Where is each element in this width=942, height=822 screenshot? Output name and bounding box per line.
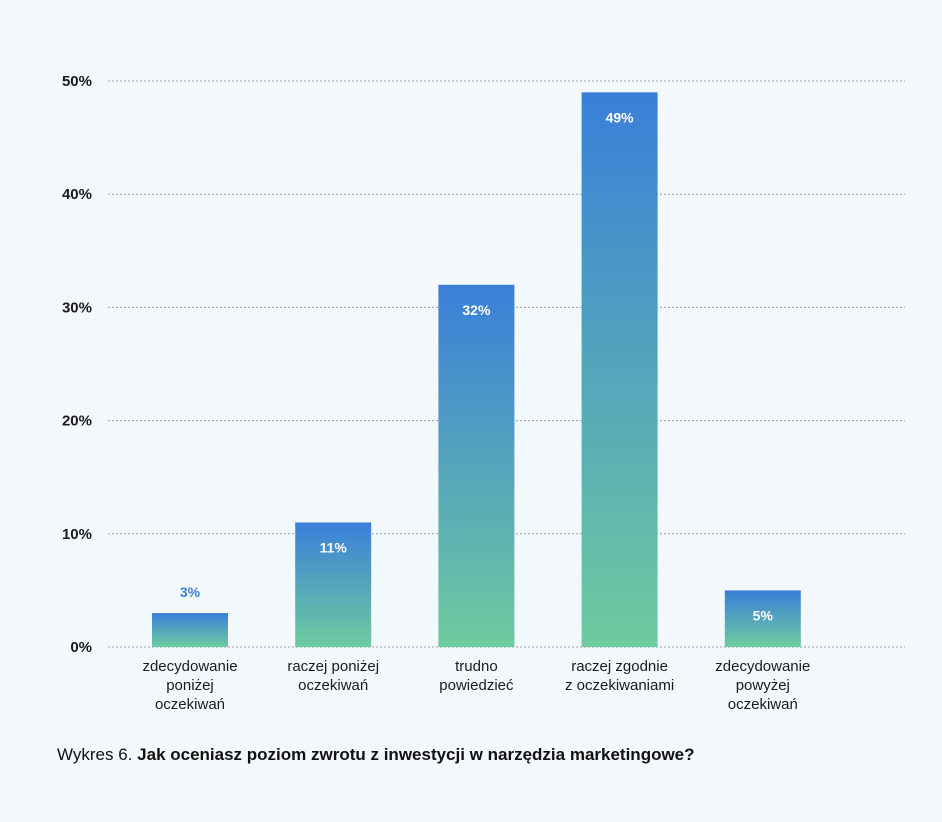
data-label: 5% [753, 607, 774, 623]
y-tick-label: 0% [70, 639, 92, 656]
y-axis-ticks: 0% 10% 20% 30% 40% 50% [62, 73, 92, 656]
y-tick-label: 20% [62, 413, 92, 430]
y-tick-label: 40% [62, 186, 92, 203]
y-tick-label: 30% [62, 299, 92, 316]
data-labels: 3% 11% 32% 49% 5% [180, 109, 774, 623]
x-category-label: trudno powiedzieć [439, 658, 514, 694]
x-category-label: zdecydowanie poniżej oczekiwań [142, 658, 237, 713]
y-tick-label: 50% [62, 73, 92, 90]
data-label: 3% [180, 584, 201, 600]
caption-question: Jak oceniasz poziom zwrotu z inwestycji … [137, 745, 695, 764]
data-label: 11% [320, 539, 348, 555]
x-axis-categories: zdecydowanie poniżej oczekiwań raczej poniż… [142, 658, 810, 713]
bar [152, 613, 228, 647]
bars [152, 92, 801, 647]
data-label: 49% [606, 109, 635, 125]
bar [438, 284, 515, 647]
x-category-label: raczej zgodnie z oczekiwaniami [565, 658, 674, 694]
caption-number: Wykres 6. [57, 745, 133, 764]
bar [724, 590, 801, 647]
bar [581, 92, 658, 647]
chart-caption: Wykres 6. Jak oceniasz poziom zwrotu z i… [57, 745, 695, 765]
x-category-label: zdecydowanie powyżej oczekiwań [715, 658, 810, 713]
y-tick-label: 10% [62, 526, 92, 543]
bar [295, 522, 372, 647]
data-label: 32% [462, 302, 491, 318]
bar-chart: 0% 10% 20% 30% 40% 50% 3% 11% 32% 49% 5% zdecydow… [62, 73, 905, 713]
x-category-label: raczej poniżej oczekiwań [287, 658, 379, 694]
